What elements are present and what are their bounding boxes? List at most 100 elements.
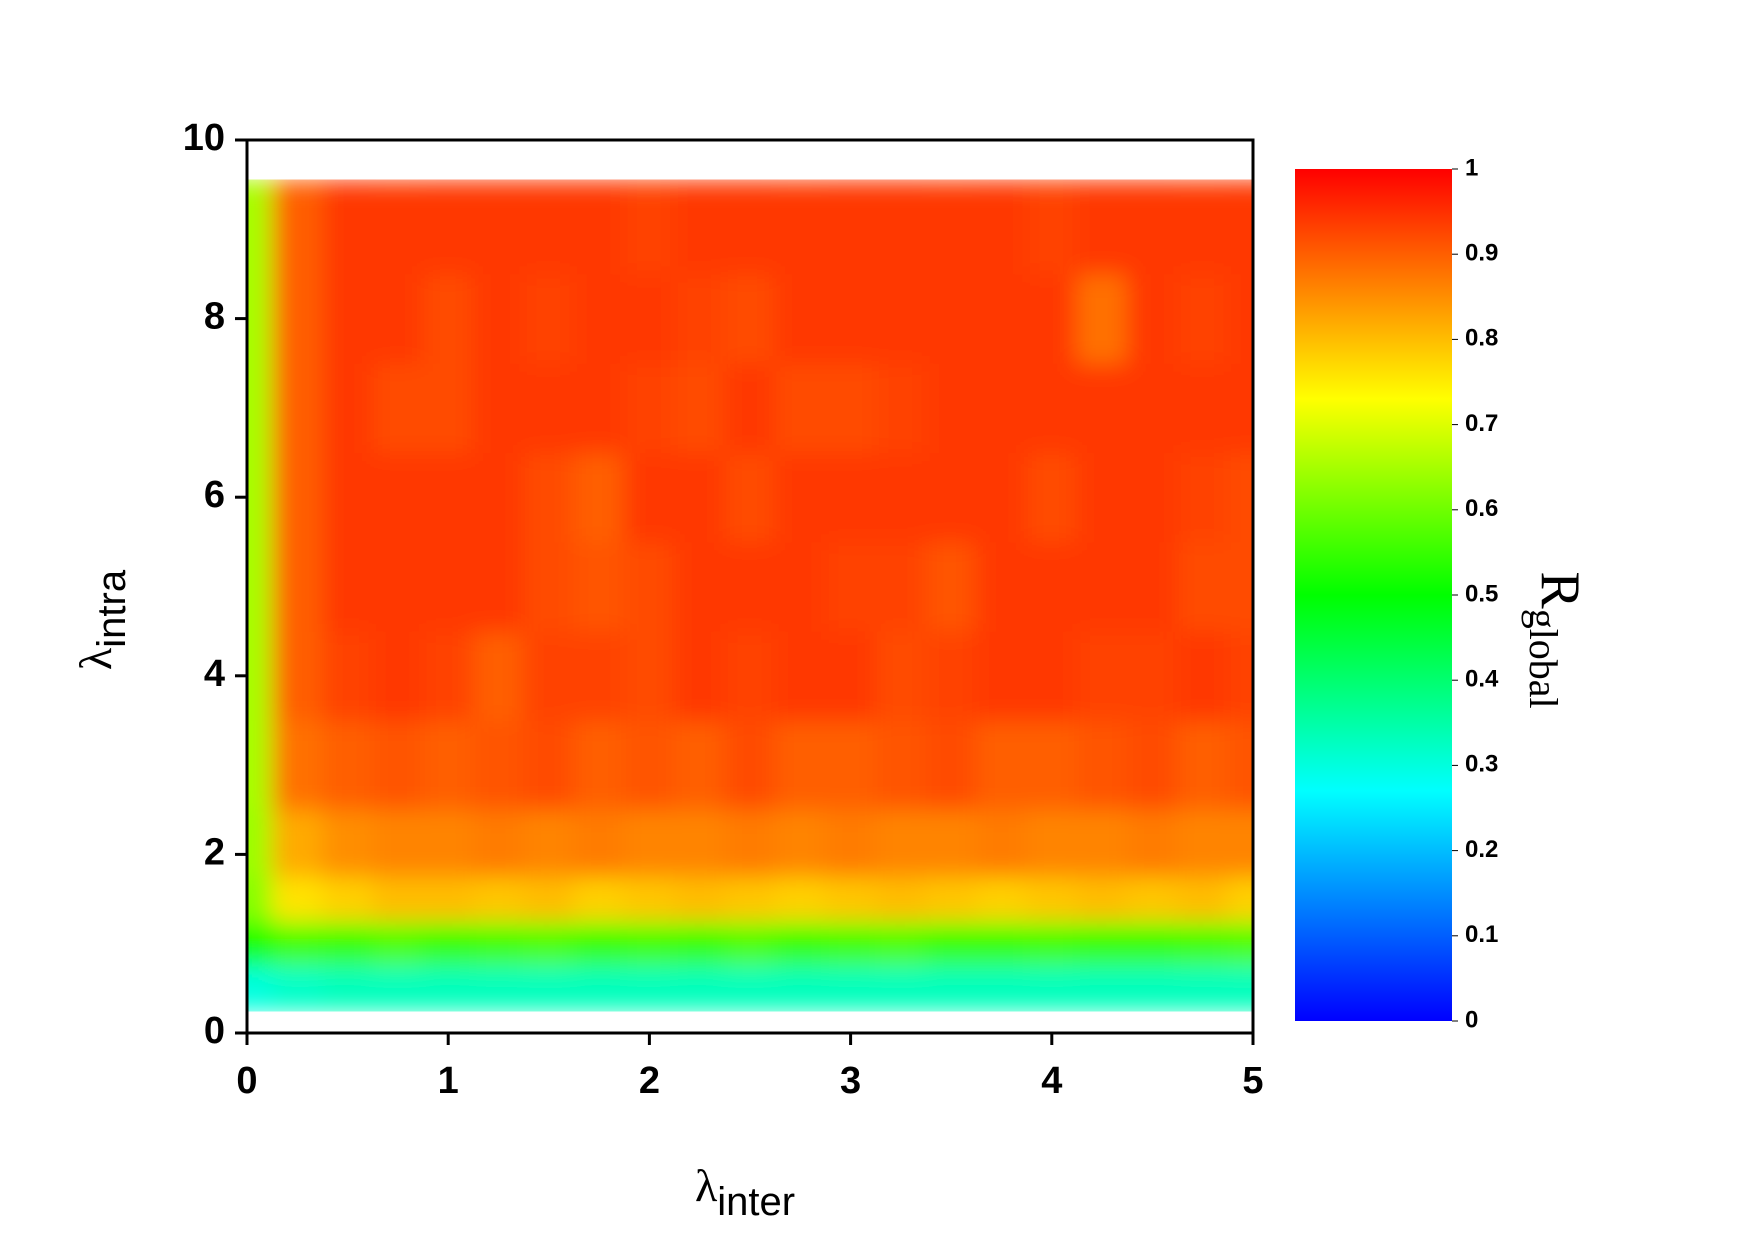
heat-cell	[271, 876, 323, 922]
heat-cell	[1076, 179, 1128, 186]
heat-cell	[824, 809, 877, 878]
heat-cell	[674, 809, 726, 878]
heat-cell	[523, 719, 575, 811]
x-tick-label: 2	[639, 1060, 660, 1102]
heat-cell	[1076, 920, 1128, 967]
heat-cell	[422, 273, 474, 364]
heat-cell	[824, 184, 877, 275]
heat-cell	[975, 719, 1028, 811]
x-tick-label: 4	[1041, 1060, 1062, 1102]
colorbar	[1295, 169, 1452, 1021]
heat-cell	[824, 719, 877, 811]
heat-cell	[824, 965, 877, 1012]
heat-cell	[1126, 541, 1179, 632]
heat-cell	[321, 630, 374, 721]
heat-cell	[321, 273, 374, 364]
heat-cell	[247, 809, 273, 878]
heat-cell	[774, 184, 826, 275]
heat-cell	[975, 273, 1028, 364]
heat-cell	[925, 719, 977, 811]
heat-cell	[1126, 719, 1179, 811]
heat-cell	[824, 179, 877, 186]
heat-cell	[875, 965, 927, 1012]
heat-cell	[1076, 876, 1128, 922]
heat-cell	[422, 719, 474, 811]
colorbar-tick-label: 0.6	[1465, 495, 1498, 522]
y-tick-label: 10	[183, 117, 225, 159]
heat-cell	[422, 630, 474, 721]
heat-cell	[824, 452, 877, 543]
heat-cell	[674, 184, 726, 275]
heat-cell	[875, 541, 927, 632]
heat-cell	[472, 452, 525, 543]
heat-cell	[724, 630, 776, 721]
heat-cell	[674, 630, 726, 721]
plot-frame	[245, 138, 1255, 1035]
heat-cell	[623, 719, 676, 811]
heat-cell	[1177, 809, 1229, 878]
heat-cell	[824, 920, 877, 967]
heat-cell	[975, 809, 1028, 878]
heat-cell	[271, 920, 323, 967]
heat-cell	[975, 184, 1028, 275]
heat-cell	[623, 920, 676, 967]
heat-cell	[875, 809, 927, 878]
heat-cell	[422, 362, 474, 454]
colorbar-tick-label: 0.2	[1465, 836, 1498, 863]
heat-cell	[1126, 362, 1179, 454]
heat-cell	[472, 541, 525, 632]
heat-cell	[975, 179, 1028, 186]
colorbar-tick-label: 0.9	[1465, 240, 1498, 267]
heat-cell	[1126, 273, 1179, 364]
heat-cell	[1177, 965, 1229, 1012]
heat-cell	[523, 179, 575, 186]
heat-cell	[523, 630, 575, 721]
heat-cell	[1227, 184, 1253, 275]
colorbar-tick-label: 1	[1465, 154, 1478, 181]
heat-cell	[774, 452, 826, 543]
heat-cell	[523, 273, 575, 364]
colorbar-tick-label: 0.3	[1465, 751, 1498, 778]
heat-cell	[774, 965, 826, 1012]
heat-cell	[925, 920, 977, 967]
heat-cell	[422, 876, 474, 922]
heat-cell	[321, 965, 374, 1012]
heat-cell	[774, 920, 826, 967]
heat-cell	[1227, 965, 1253, 1012]
heat-cell	[674, 452, 726, 543]
heat-cell	[271, 965, 323, 1012]
heat-cell	[372, 630, 424, 721]
heat-cell	[774, 273, 826, 364]
heat-cell	[875, 876, 927, 922]
heat-cell	[1126, 630, 1179, 721]
heat-cell	[1177, 273, 1229, 364]
heat-cell	[975, 630, 1028, 721]
y-tick-label: 2	[204, 831, 225, 873]
heat-cell	[1026, 809, 1078, 878]
x-tick-label: 3	[840, 1060, 861, 1102]
heat-cell	[1126, 920, 1179, 967]
heat-cell	[975, 452, 1028, 543]
heat-cell	[422, 179, 474, 186]
heat-cell	[724, 809, 776, 878]
heat-cell	[321, 184, 374, 275]
heat-cell	[372, 809, 424, 878]
heat-cell	[472, 179, 525, 186]
heat-cell	[824, 273, 877, 364]
heat-cell	[925, 452, 977, 543]
heat-cell	[724, 920, 776, 967]
heat-cell	[623, 273, 676, 364]
plot-area	[247, 179, 1253, 1012]
heat-cell	[1026, 965, 1078, 1012]
heat-cell	[573, 719, 625, 811]
heat-cell	[271, 541, 323, 632]
heat-cell	[824, 630, 877, 721]
heat-cell	[724, 452, 776, 543]
heat-cell	[724, 965, 776, 1012]
heat-cell	[1126, 965, 1179, 1012]
heat-cell	[573, 362, 625, 454]
heat-cell	[372, 920, 424, 967]
heat-cell	[523, 809, 575, 878]
heat-cell	[1227, 809, 1253, 878]
heat-cell	[674, 719, 726, 811]
